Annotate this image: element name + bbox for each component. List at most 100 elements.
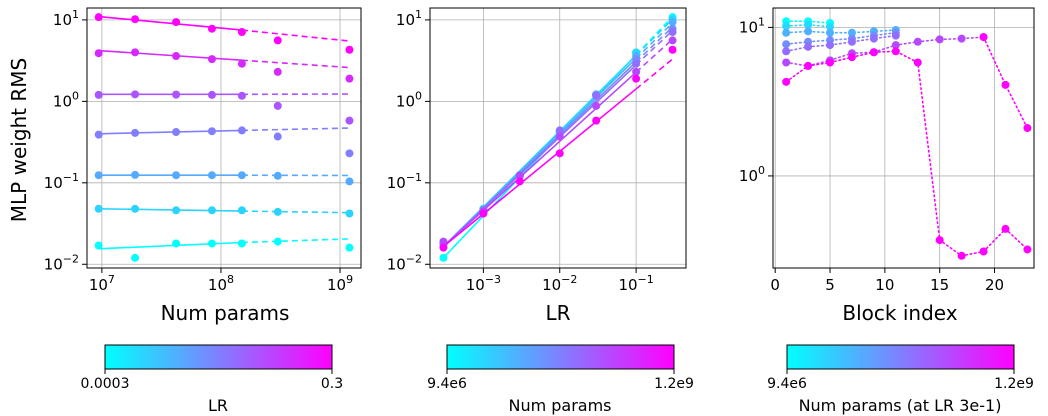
data-point — [515, 171, 524, 180]
tick-labels: 107 108 109 10−2 10−1 100 101 — [44, 8, 353, 294]
data-point — [891, 47, 900, 56]
data-point — [935, 236, 944, 245]
fit-line-solid — [98, 207, 242, 212]
colorbar-num-params-min-label: 9.4e6 — [427, 376, 467, 392]
fit-line-dashed — [635, 22, 674, 60]
data-point — [172, 90, 181, 99]
x-tick-label: 10−1 — [618, 273, 653, 294]
colorbar-num-params-max-label: 1.2e9 — [654, 376, 694, 392]
data-point — [439, 237, 448, 246]
colorbar-num-params-at-lr: 9.4e6 1.2e9 Num params (at LR 3e-1) — [767, 344, 1034, 415]
y-tick-label: 100 — [739, 164, 765, 185]
colorbar-lr-max-label: 0.3 — [321, 376, 343, 392]
data-point — [804, 27, 813, 36]
series-params-42000000 — [782, 25, 900, 37]
data-point — [172, 239, 181, 248]
data-point — [869, 48, 878, 57]
panel-weight-rms-vs-num-params: 107 108 109 10−2 10−1 100 101 — [44, 7, 362, 294]
series-params-1200000000 — [979, 33, 1032, 133]
tick-labels: 0 5 10 15 20 100 101 — [739, 15, 1004, 294]
plot-area — [773, 8, 1034, 268]
fit-line-solid — [98, 15, 242, 31]
colorbar-lr-gradient — [104, 344, 333, 370]
x-tick-label: 109 — [327, 273, 353, 294]
data-point — [891, 41, 900, 50]
data-point — [632, 59, 641, 68]
fit-line-solid — [98, 129, 242, 135]
plot-frame — [772, 7, 1035, 269]
data-point — [207, 24, 216, 33]
data-point — [847, 37, 856, 46]
data-point — [804, 61, 813, 70]
fit-line-solid — [442, 64, 637, 248]
x-tick-label: 20 — [985, 276, 1004, 294]
series-lr-0.3 — [94, 13, 354, 54]
data-point — [94, 204, 103, 213]
fit-line-dashed — [635, 15, 674, 56]
data-point — [172, 206, 181, 215]
panel-weight-rms-vs-block-index: 0 5 10 15 20 100 101 — [739, 7, 1035, 294]
series-lr-0.001 — [94, 204, 354, 218]
series-lr-0.003 — [94, 170, 354, 186]
data-point — [273, 237, 282, 246]
data-point — [439, 253, 448, 262]
data-point — [345, 243, 354, 252]
data-point — [804, 20, 813, 29]
fit-line-solid — [442, 71, 637, 248]
x-axis-label-block-index: Block index — [842, 301, 957, 325]
fit-line-dashed — [635, 58, 674, 90]
x-tick-label: 10−3 — [466, 273, 501, 294]
fit-line-dashed — [241, 127, 350, 132]
data-point — [273, 132, 282, 141]
data-point — [632, 74, 641, 83]
y-axis-label: MLP weight RMS — [7, 58, 31, 222]
data-point — [345, 149, 354, 158]
data-point — [1001, 80, 1010, 89]
data-point — [804, 42, 813, 51]
y-tick-label: 10−1 — [44, 171, 79, 192]
y-tick-label: 10−1 — [387, 171, 422, 192]
fit-line-solid — [98, 49, 242, 62]
plot-area — [87, 8, 361, 268]
fit-line-dashed — [241, 210, 350, 214]
data-point — [94, 90, 103, 99]
series-lr-0.01 — [94, 126, 354, 158]
data-point — [207, 55, 216, 64]
data-point — [131, 90, 140, 99]
data-point — [131, 128, 140, 137]
data-point — [237, 239, 246, 248]
data-point — [131, 15, 140, 24]
fit-line-dashed — [241, 59, 350, 69]
data-point — [345, 74, 354, 83]
colorbar-num-params: 9.4e6 1.2e9 Num params — [427, 344, 694, 415]
data-point — [632, 67, 641, 76]
panel-weight-rms-vs-lr: 10−3 10−2 10−1 10−2 10−1 100 101 — [387, 7, 687, 294]
colorbar-num-params-at-lr-min-label: 9.4e6 — [767, 376, 807, 392]
data-point — [847, 53, 856, 62]
data-point — [668, 36, 677, 45]
data-point — [668, 45, 677, 54]
fit-line-dashed — [241, 238, 350, 244]
data-point — [668, 28, 677, 37]
data-point — [237, 126, 246, 135]
data-point — [273, 101, 282, 110]
data-point — [592, 101, 601, 110]
colorbar-num-params-at-lr-max-label: 1.2e9 — [994, 376, 1034, 392]
series-params-19000000 — [782, 20, 835, 31]
colorbar-lr: 0.0003 0.3 LR — [81, 344, 343, 415]
x-axis-label-num-params: Num params — [161, 301, 290, 325]
colorbar-num-params-title: Num params — [508, 396, 611, 415]
data-point — [345, 209, 354, 218]
data-point — [782, 77, 791, 86]
data-point — [782, 58, 791, 67]
data-point — [94, 241, 103, 250]
plot-frame — [86, 7, 362, 269]
data-point — [207, 90, 216, 99]
y-tick-label: 101 — [396, 8, 422, 29]
data-point — [869, 34, 878, 43]
data-point — [957, 34, 966, 43]
data-point — [592, 116, 601, 125]
series-params-150000000 — [782, 31, 900, 56]
data-point — [935, 35, 944, 44]
data-point — [1001, 224, 1010, 233]
